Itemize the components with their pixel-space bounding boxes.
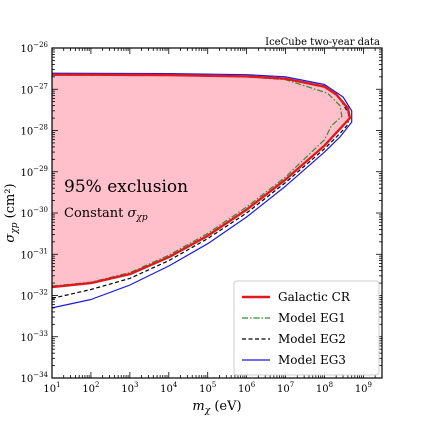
x-tick-label: 102 <box>82 381 99 395</box>
legend-box <box>233 280 380 376</box>
y-tick-label: 10−31 <box>20 247 48 261</box>
y-axis-label: σχp (cm²) <box>3 183 20 242</box>
y-tick-label: 10−30 <box>20 206 48 220</box>
x-tick-label: 105 <box>199 381 216 395</box>
y-tick-label: 10−26 <box>20 41 48 55</box>
y-tick-label: 10−34 <box>20 371 48 385</box>
legend: Galactic CR Model EG1 Model EG2 Model EG3 <box>233 280 380 376</box>
shaded-region-group <box>52 74 350 288</box>
x-axis-label: mχ (eV) <box>192 399 241 416</box>
legend-label-model-eg3: Model EG3 <box>278 353 346 367</box>
y-tick-label: 10−27 <box>20 82 48 96</box>
x-tick-label: 103 <box>121 381 138 395</box>
exclusion-fill <box>52 74 350 288</box>
y-tick-label: 10−32 <box>20 289 48 303</box>
legend-label-model-eg1: Model EG1 <box>278 311 346 325</box>
series-lines-group <box>52 72 353 309</box>
legend-label-model-eg2: Model EG2 <box>278 332 346 346</box>
x-tick-label: 109 <box>355 381 372 395</box>
series-line-model-eg3 <box>52 72 353 309</box>
data-source-note: IceCube two-year data <box>265 37 380 48</box>
y-tick-label: 10−33 <box>20 330 48 344</box>
y-tick-label: 10−28 <box>20 124 48 138</box>
legend-label-galactic-cr: Galactic CR <box>278 290 351 304</box>
annotation-constant-sigma: Constant σχp <box>64 206 148 223</box>
x-tick-label: 107 <box>277 381 294 395</box>
annotation-exclusion: 95% exclusion <box>64 177 188 197</box>
x-axis-label-main: m <box>192 399 204 414</box>
x-tick-label: 108 <box>316 381 333 395</box>
x-tick-label: 104 <box>160 381 178 395</box>
series-line-galactic-cr <box>52 73 352 289</box>
x-tick-label: 106 <box>238 381 256 395</box>
x-axis-label-subscript: χ <box>204 406 211 416</box>
x-axis-label-unit: (eV) <box>210 399 241 414</box>
y-tick-label: 10−29 <box>20 165 48 179</box>
x-tick-label: 101 <box>43 381 60 395</box>
